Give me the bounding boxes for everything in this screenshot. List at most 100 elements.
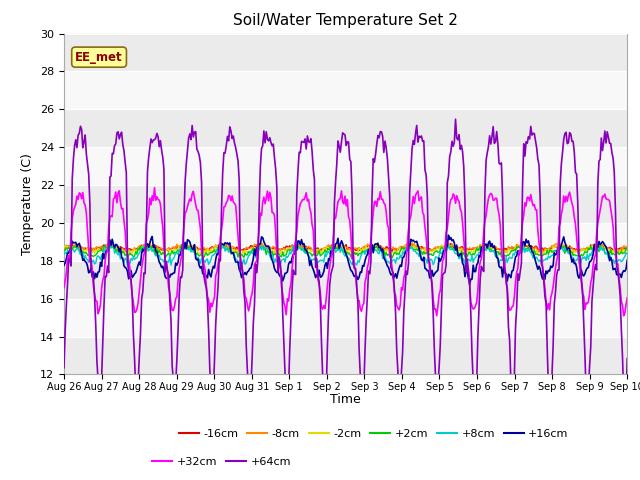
+64cm: [476, 276, 484, 281]
-16cm: [574, 244, 582, 250]
+32cm: [376, 189, 384, 194]
-8cm: [476, 241, 484, 247]
Line: +2cm: +2cm: [64, 245, 627, 258]
+8cm: [298, 247, 305, 253]
-8cm: [574, 244, 582, 250]
+16cm: [298, 237, 305, 242]
-2cm: [403, 243, 411, 249]
-2cm: [236, 248, 243, 253]
+2cm: [574, 253, 582, 259]
-2cm: [593, 240, 600, 246]
-2cm: [60, 245, 68, 251]
+8cm: [623, 251, 631, 257]
+8cm: [445, 242, 452, 248]
Bar: [64, 34, 627, 72]
Bar: [64, 185, 627, 223]
-8cm: [298, 243, 305, 249]
+64cm: [236, 177, 243, 182]
+2cm: [60, 248, 68, 253]
Y-axis label: Temperature (C): Temperature (C): [22, 153, 35, 255]
+16cm: [236, 266, 243, 272]
-2cm: [476, 243, 483, 249]
+16cm: [623, 257, 631, 263]
-8cm: [60, 246, 68, 252]
-16cm: [60, 244, 68, 250]
-8cm: [403, 240, 411, 246]
+64cm: [375, 135, 383, 141]
+2cm: [299, 246, 307, 252]
-2cm: [237, 252, 245, 258]
+16cm: [403, 248, 410, 254]
-8cm: [408, 240, 416, 245]
-2cm: [623, 246, 631, 252]
+2cm: [476, 246, 483, 252]
-8cm: [623, 243, 631, 249]
Text: EE_met: EE_met: [76, 51, 123, 64]
+32cm: [150, 185, 158, 191]
+16cm: [574, 273, 582, 278]
-8cm: [313, 250, 321, 256]
Line: +8cm: +8cm: [64, 245, 627, 267]
-16cm: [447, 240, 454, 246]
+32cm: [237, 253, 244, 259]
-2cm: [376, 247, 384, 252]
Bar: [64, 147, 627, 185]
+64cm: [298, 139, 305, 144]
+16cm: [476, 254, 484, 260]
+64cm: [403, 272, 411, 277]
+64cm: [452, 116, 460, 122]
-8cm: [236, 246, 243, 252]
+32cm: [623, 295, 631, 300]
+64cm: [623, 356, 631, 361]
+2cm: [237, 252, 244, 257]
Bar: [64, 109, 627, 147]
-16cm: [623, 245, 631, 251]
+64cm: [60, 365, 68, 371]
-16cm: [403, 242, 410, 248]
+8cm: [236, 260, 243, 266]
+16cm: [375, 245, 383, 251]
Line: +64cm: +64cm: [64, 119, 627, 411]
Bar: [64, 336, 627, 374]
+32cm: [573, 234, 580, 240]
+8cm: [60, 252, 68, 257]
Line: -2cm: -2cm: [64, 243, 627, 255]
+16cm: [466, 282, 474, 288]
+2cm: [124, 255, 131, 261]
+8cm: [403, 244, 410, 250]
Line: +16cm: +16cm: [64, 235, 627, 285]
+64cm: [396, 408, 404, 414]
+2cm: [623, 247, 631, 252]
+32cm: [60, 285, 68, 290]
Legend: +32cm, +64cm: +32cm, +64cm: [148, 452, 296, 471]
Bar: [64, 72, 627, 109]
-2cm: [299, 248, 307, 253]
+16cm: [445, 232, 452, 238]
-16cm: [535, 249, 543, 254]
Bar: [64, 223, 627, 261]
-16cm: [476, 245, 483, 251]
+8cm: [375, 251, 383, 257]
+8cm: [476, 250, 484, 256]
+32cm: [403, 241, 411, 247]
Title: Soil/Water Temperature Set 2: Soil/Water Temperature Set 2: [233, 13, 458, 28]
X-axis label: Time: Time: [330, 394, 361, 407]
+8cm: [462, 264, 470, 270]
-16cm: [298, 243, 305, 249]
+2cm: [480, 242, 488, 248]
+32cm: [299, 197, 307, 203]
-8cm: [376, 244, 384, 250]
-16cm: [236, 245, 243, 251]
Line: +32cm: +32cm: [64, 188, 627, 316]
Line: -8cm: -8cm: [64, 242, 627, 253]
+16cm: [60, 263, 68, 268]
+2cm: [403, 246, 411, 252]
+2cm: [376, 248, 384, 253]
+32cm: [620, 313, 627, 319]
-2cm: [573, 248, 580, 253]
+8cm: [574, 255, 582, 261]
Bar: [64, 299, 627, 336]
+32cm: [476, 266, 483, 272]
-16cm: [375, 246, 383, 252]
+64cm: [574, 202, 582, 208]
